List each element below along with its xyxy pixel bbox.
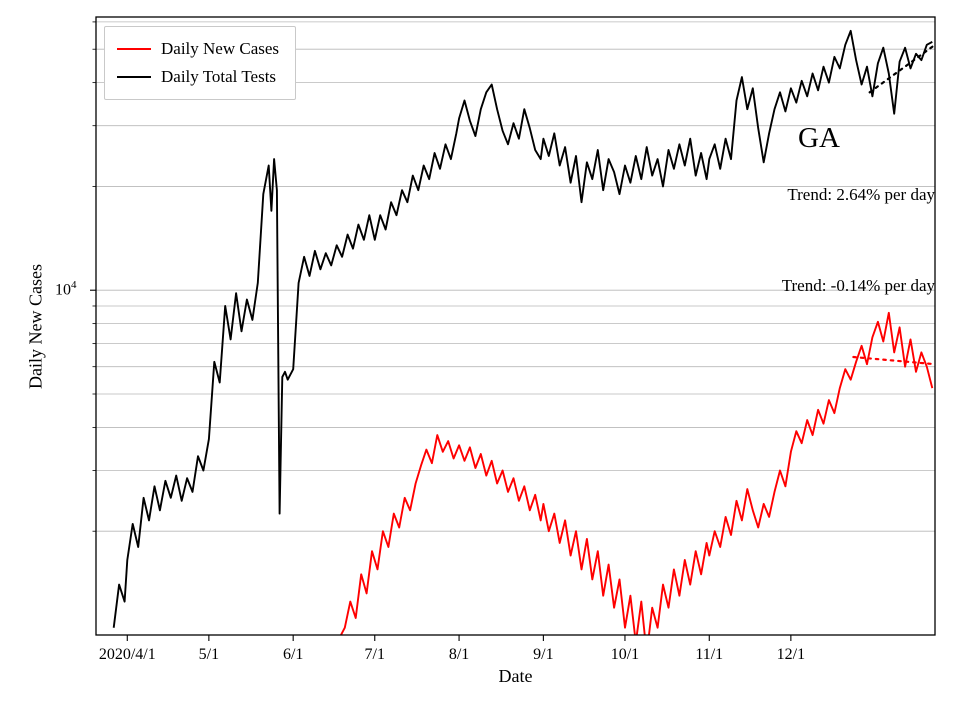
- legend-label-daily-new-cases: Daily New Cases: [161, 39, 280, 58]
- legend-entry-daily-total-tests: Daily Total Tests: [117, 63, 279, 91]
- trend-tests-annotation: Trend: 2.64% per day: [787, 185, 935, 204]
- legend-label-daily-total-tests: Daily Total Tests: [161, 67, 277, 86]
- y-tick-base: 10: [55, 281, 71, 299]
- x-tick-label: 10/1: [611, 646, 639, 663]
- y-axis-label: Daily New Cases: [25, 264, 46, 389]
- x-tick-label: 2020/4/1: [99, 646, 156, 663]
- series-daily-total-tests: [112, 29, 933, 628]
- gridlines: [90, 21, 935, 532]
- legend-entry-daily-new-cases: Daily New Cases: [117, 35, 279, 63]
- legend: Daily New Cases Daily Total Tests: [104, 26, 297, 100]
- x-ticks: 2020/4/1 5/1 6/1 7/1 8/1 9/1 10/1 11/1 12/1: [99, 635, 805, 663]
- y-tick-label-10e4: 104: [55, 279, 77, 299]
- x-tick-label: 12/1: [777, 646, 805, 663]
- x-tick-label: 8/1: [449, 646, 469, 663]
- y-tick-exponent: 4: [71, 279, 77, 291]
- trend-cases-annotation: Trend: -0.14% per day: [781, 276, 935, 295]
- x-tick-label: 6/1: [283, 646, 303, 663]
- x-tick-label: 9/1: [533, 646, 553, 663]
- x-tick-label: 5/1: [199, 646, 219, 663]
- red-line-swatch: [117, 48, 151, 50]
- axes-frame: [95, 16, 936, 636]
- x-tick-label: 11/1: [695, 646, 723, 663]
- state-label: GA: [798, 122, 840, 154]
- x-axis-label: Date: [498, 666, 533, 686]
- cases-trend: [852, 355, 935, 366]
- x-tick-label: 7/1: [365, 646, 385, 663]
- series-daily-new-cases: [339, 311, 934, 635]
- tests-trend: [868, 43, 935, 94]
- black-line-swatch: [117, 76, 151, 78]
